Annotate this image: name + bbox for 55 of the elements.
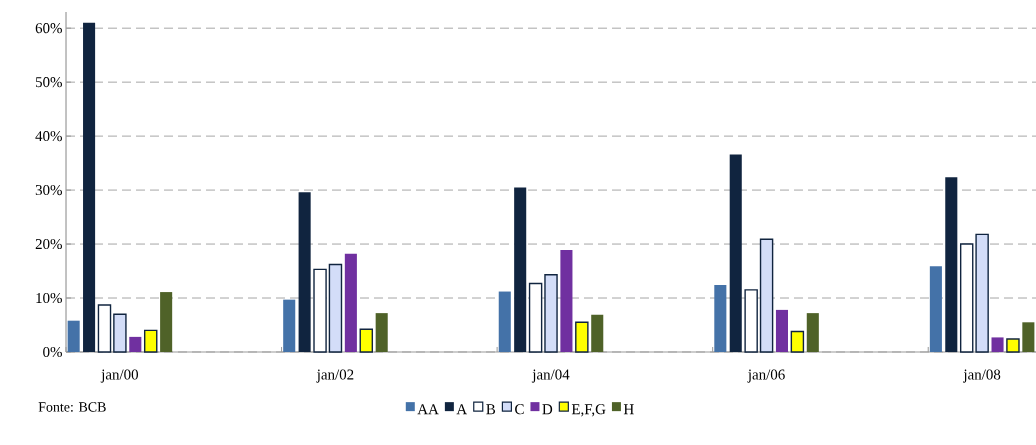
x-tick-label: jan/04 — [531, 369, 570, 383]
legend-label: C — [515, 404, 524, 415]
y-tick-label: 20% — [35, 238, 62, 250]
bar — [143, 329, 158, 353]
y-tick-label: 50% — [35, 77, 62, 88]
legend-label: E,F,G — [571, 404, 606, 417]
legend-label: H — [623, 404, 634, 415]
bar — [83, 22, 96, 352]
bar — [975, 233, 989, 353]
bar — [328, 263, 343, 353]
x-tick-label: jan/02 — [316, 369, 354, 383]
bar — [514, 187, 527, 352]
x-tick-label: jan/00 — [100, 369, 139, 383]
bar — [775, 309, 789, 352]
bar — [806, 313, 819, 352]
bar — [1006, 338, 1020, 353]
y-tick-label: 0% — [43, 346, 62, 358]
y-tick-label: 30% — [35, 185, 62, 196]
bar — [97, 304, 112, 353]
bar — [375, 313, 388, 352]
bar — [344, 253, 357, 352]
bar — [591, 314, 604, 352]
source-note: Fonte: BCB — [38, 402, 106, 412]
bar — [575, 321, 589, 353]
y-tick-label: 60% — [35, 23, 62, 34]
bar — [298, 192, 311, 352]
bar — [67, 320, 80, 352]
legend-label: A — [456, 404, 468, 415]
bar — [313, 268, 327, 353]
bar — [959, 243, 974, 353]
legend-label: D — [542, 404, 553, 415]
bar — [991, 337, 1004, 352]
bar — [129, 336, 142, 352]
bar — [560, 249, 573, 352]
y-tick-label: 40% — [35, 131, 62, 142]
legend-label: AA — [417, 404, 439, 415]
bar — [790, 330, 805, 353]
bar — [729, 154, 742, 352]
bar — [544, 274, 558, 353]
bar — [498, 291, 511, 352]
bar — [283, 299, 296, 352]
bar — [744, 289, 758, 353]
legend-label: B — [486, 404, 496, 415]
bar — [160, 292, 173, 352]
bar — [359, 328, 374, 353]
x-tick-label: jan/06 — [747, 369, 785, 383]
bar — [528, 282, 543, 353]
x-tick-label: jan/08 — [963, 369, 1001, 383]
bar — [945, 177, 958, 352]
bar — [929, 266, 942, 352]
bar — [759, 238, 774, 353]
y-tick-label: 10% — [36, 292, 62, 304]
bar — [714, 285, 727, 352]
bar — [113, 313, 127, 353]
bar — [1022, 322, 1035, 352]
